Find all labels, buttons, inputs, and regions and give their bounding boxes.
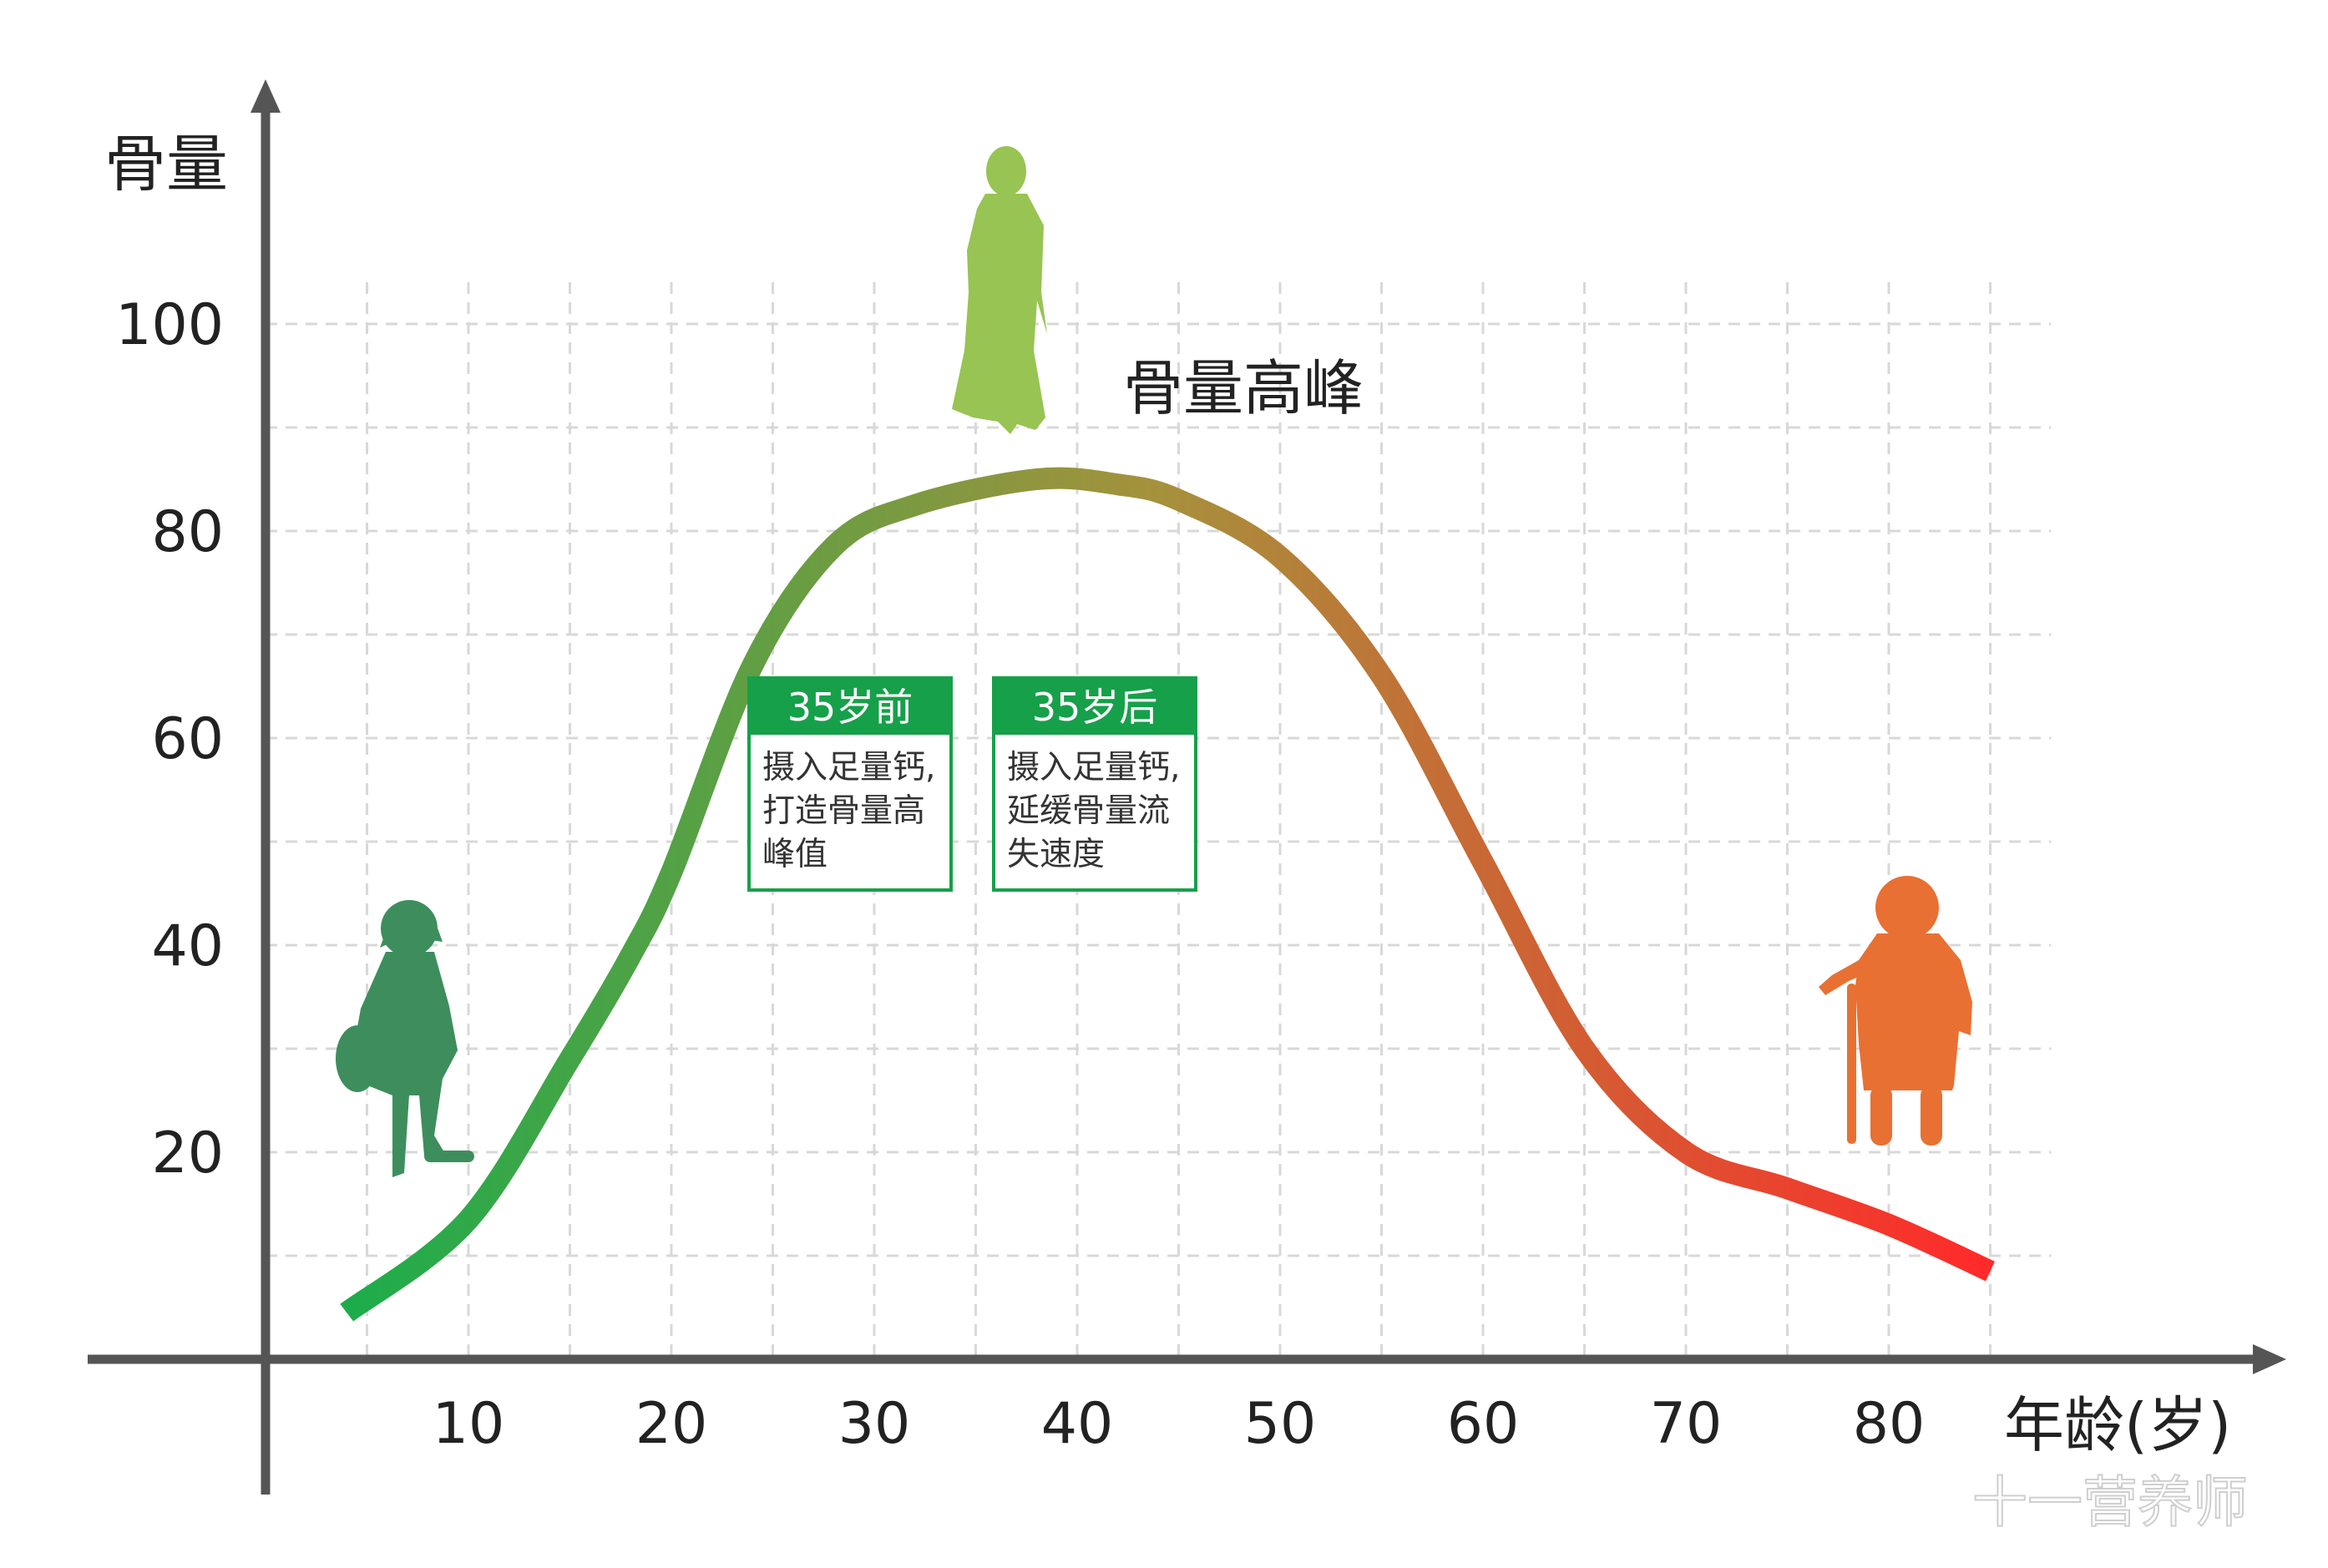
x-tick-label: 20: [635, 1391, 708, 1457]
x-tick-label: 60: [1447, 1391, 1520, 1457]
y-axis-arrow: [251, 79, 281, 113]
x-axis-arrow: [2253, 1344, 2286, 1374]
y-tick-labels: 20 40 60 80 100: [115, 292, 224, 1186]
bone-mass-curve: [340, 467, 1995, 1322]
child-silhouette: [336, 900, 474, 1177]
y-axis-label: 骨量: [104, 129, 228, 200]
y-tick-label: 40: [151, 913, 224, 979]
x-tick-label: 70: [1650, 1391, 1723, 1457]
before-35-title: 35岁前: [751, 680, 949, 735]
elderly-silhouette: [1819, 876, 1972, 1146]
after-35-box: 35岁后 摄入足量钙, 延缓骨量流 失速度: [992, 676, 1197, 892]
grid-lines: [266, 282, 2052, 1359]
watermark-text: 十一营养师: [1972, 1470, 2248, 1535]
before-35-text: 摄入足量钙, 打造骨量高 峰值: [762, 749, 936, 873]
y-tick-label: 20: [151, 1120, 224, 1186]
after-35-text: 摄入足量钙, 延缓骨量流 失速度: [1007, 749, 1181, 873]
x-tick-labels: 10 20 30 40 50 60 70 80: [433, 1391, 1926, 1457]
x-tick-label: 10: [433, 1391, 505, 1457]
x-tick-label: 40: [1041, 1391, 1114, 1457]
woman-silhouette: [952, 146, 1047, 434]
x-tick-label: 50: [1244, 1391, 1317, 1457]
x-axis-label: 年龄(岁): [2004, 1390, 2231, 1460]
y-tick-label: 60: [151, 706, 224, 772]
peak-label: 骨量高峰: [1123, 353, 1364, 423]
before-35-box: 35岁前 摄入足量钙, 打造骨量高 峰值: [747, 676, 953, 892]
y-tick-label: 80: [151, 499, 224, 565]
y-tick-label: 100: [115, 292, 224, 358]
x-tick-label: 80: [1853, 1391, 1926, 1457]
x-tick-label: 30: [838, 1391, 911, 1457]
after-35-title: 35岁后: [995, 680, 1194, 735]
